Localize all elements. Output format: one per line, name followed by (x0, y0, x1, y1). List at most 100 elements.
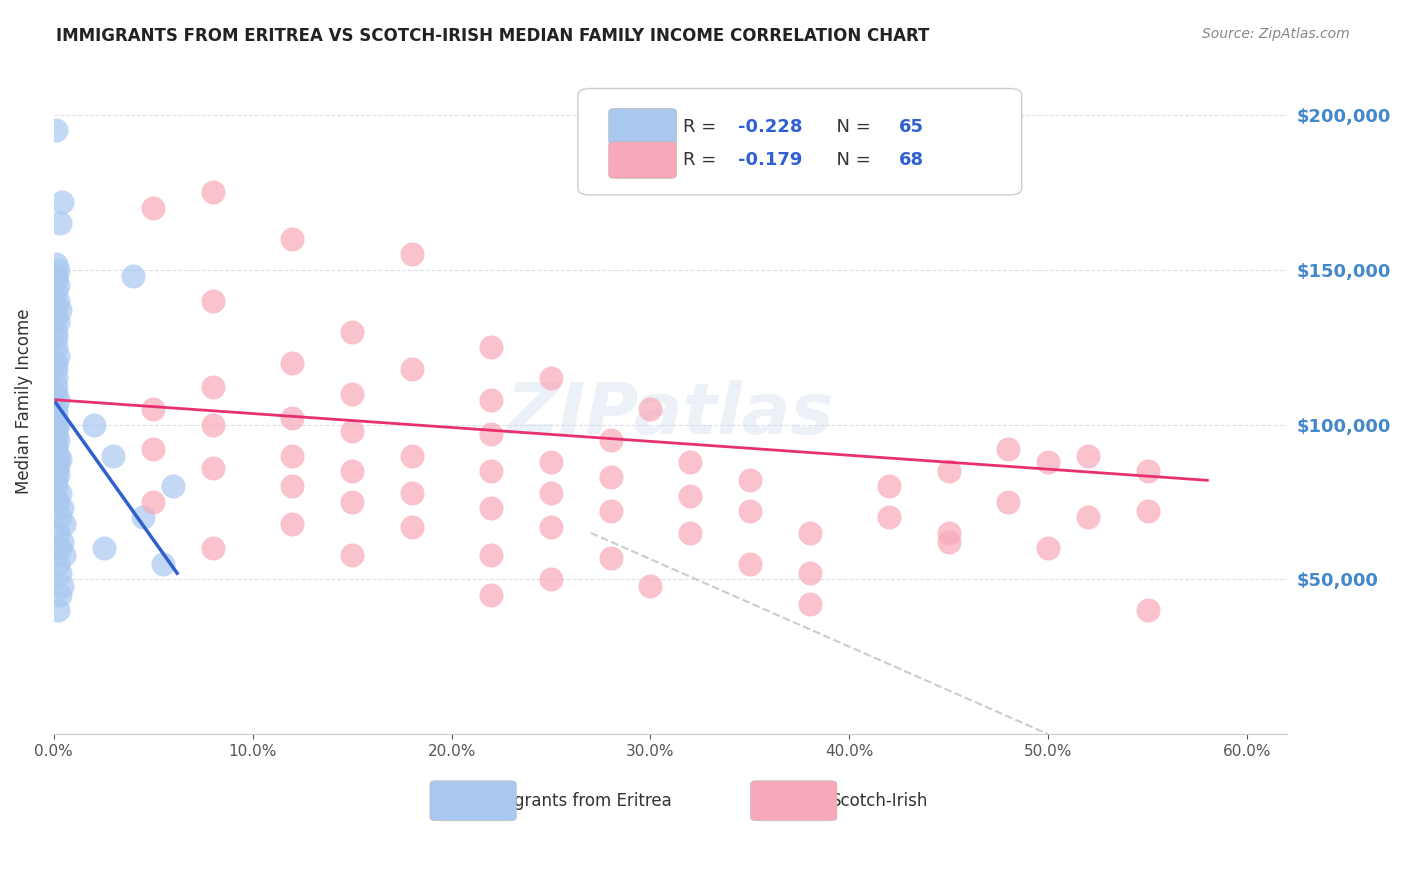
Point (49, 510, 72, 524)
Point (738, 473, 761, 487)
Point (46, 525, 69, 540)
Point (49, 588, 72, 602)
Text: Scotch-Irish: Scotch-Irish (831, 792, 929, 810)
Point (52, 548, 75, 562)
Point (679, 455, 702, 469)
Point (1136, 464, 1159, 478)
Point (738, 504, 761, 518)
Point (122, 268, 145, 283)
Point (799, 597, 821, 611)
Point (679, 489, 702, 503)
Point (52, 516, 75, 531)
Point (46, 449, 69, 463)
Point (340, 464, 363, 478)
Point (1077, 449, 1099, 463)
Point (401, 247, 423, 261)
Point (45, 371, 67, 385)
Point (479, 588, 502, 602)
Point (340, 386, 363, 401)
Point (49, 485, 72, 500)
Point (201, 380, 224, 394)
Point (45, 420, 67, 434)
Text: -0.179: -0.179 (738, 152, 803, 169)
Point (1077, 510, 1099, 524)
Point (49, 451, 72, 466)
Point (46, 293, 69, 308)
FancyBboxPatch shape (578, 88, 1022, 195)
Point (401, 449, 423, 463)
Point (142, 402, 165, 417)
Point (738, 557, 761, 571)
Point (152, 557, 174, 571)
Point (679, 525, 702, 540)
Point (51, 501, 73, 516)
Point (83, 417, 105, 432)
Text: Immigrants from Eritrea: Immigrants from Eritrea (472, 792, 672, 810)
Text: ZIPatlas: ZIPatlas (506, 380, 834, 450)
Point (93, 541, 115, 556)
Point (46, 278, 69, 293)
Point (479, 548, 502, 562)
Point (46, 262, 69, 277)
Point (45, 464, 67, 478)
Point (49, 303, 72, 318)
Point (45, 331, 67, 345)
Point (45, 386, 67, 401)
Point (142, 201, 165, 215)
Point (799, 525, 821, 540)
Point (45, 285, 67, 299)
Point (46, 433, 69, 447)
Point (281, 516, 304, 531)
FancyBboxPatch shape (751, 780, 837, 821)
Point (599, 550, 621, 565)
Point (479, 501, 502, 516)
Point (997, 442, 1019, 457)
Point (45, 272, 67, 286)
Point (281, 356, 304, 370)
Point (479, 340, 502, 354)
Point (201, 461, 224, 475)
Point (103, 449, 125, 463)
Point (401, 362, 423, 376)
Point (201, 417, 224, 432)
Point (45, 479, 67, 493)
Point (281, 232, 304, 246)
Point (877, 510, 900, 524)
Point (640, 402, 662, 417)
FancyBboxPatch shape (430, 780, 516, 821)
Point (45, 268, 67, 283)
Point (540, 371, 562, 385)
Point (938, 464, 960, 478)
Point (162, 479, 184, 493)
Point (45, 405, 67, 419)
Point (45, 123, 67, 137)
Point (46, 557, 69, 571)
Point (479, 426, 502, 441)
Point (46, 603, 69, 617)
Point (479, 392, 502, 407)
Point (640, 578, 662, 592)
Point (49, 566, 72, 581)
Point (599, 504, 621, 518)
Point (45, 309, 67, 323)
Point (46, 495, 69, 509)
Text: 68: 68 (898, 152, 924, 169)
Point (46, 417, 69, 432)
Point (1136, 504, 1159, 518)
Point (201, 293, 224, 308)
Point (45, 430, 67, 444)
Text: Source: ZipAtlas.com: Source: ZipAtlas.com (1202, 27, 1350, 41)
Text: N =: N = (824, 152, 876, 169)
Point (49, 216, 72, 230)
Point (799, 566, 821, 581)
Point (340, 325, 363, 339)
Text: R =: R = (683, 118, 721, 136)
Point (46, 350, 69, 364)
FancyBboxPatch shape (609, 142, 676, 178)
Point (599, 470, 621, 484)
Point (540, 520, 562, 534)
Point (45, 362, 67, 376)
Point (45, 325, 67, 339)
Point (142, 495, 165, 509)
Point (479, 464, 502, 478)
